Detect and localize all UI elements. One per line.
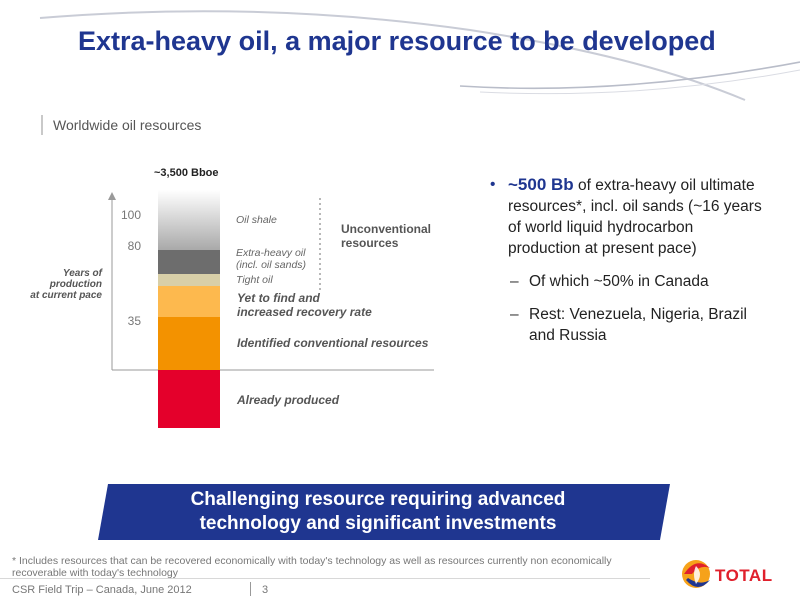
label-yet-to-find-1: Yet to find and bbox=[237, 291, 321, 305]
tick-80: 80 bbox=[128, 239, 142, 253]
banner-line-1: Challenging resource requiring advanced bbox=[190, 489, 566, 510]
label-already-produced: Already produced bbox=[236, 393, 340, 407]
y-axis-arrow bbox=[108, 192, 116, 200]
bar-already-produced bbox=[158, 370, 220, 428]
page-number: 3 bbox=[262, 584, 269, 596]
dash-icon: – bbox=[510, 273, 519, 290]
sub-bullet-text: Of which ~50% in Canada bbox=[529, 273, 709, 290]
label-yet-to-find-2: increased recovery rate bbox=[237, 305, 372, 319]
y-axis-label-1: Years of bbox=[63, 268, 104, 279]
bar-oil-shale bbox=[158, 190, 220, 250]
conclusion-banner bbox=[98, 484, 670, 540]
dash-icon: – bbox=[510, 306, 519, 323]
label-unconventional-2: resources bbox=[341, 236, 399, 250]
resources-chart: ~3,500 Bboe Years of production at curre… bbox=[30, 167, 434, 428]
label-identified: Identified conventional resources bbox=[237, 336, 429, 350]
section-marker bbox=[41, 115, 43, 135]
bar-total-label: ~3,500 Bboe bbox=[154, 167, 219, 179]
bullet-main-text: of extra-heavy oil ultimate resources*, … bbox=[508, 177, 762, 257]
total-logo bbox=[682, 560, 710, 588]
logo-text: TOTAL bbox=[715, 566, 773, 585]
sub-bullet-rest: – Rest: Venezuela, Nigeria, Brazil and R… bbox=[488, 304, 768, 346]
header-swoosh bbox=[0, 0, 800, 101]
bullet-highlight: ~500 Bb bbox=[508, 175, 574, 194]
y-axis-label-3: at current pace bbox=[30, 290, 102, 301]
bullet-dot-icon: • bbox=[490, 176, 496, 193]
section-title: Worldwide oil resources bbox=[53, 117, 202, 133]
bar-yet-to-find bbox=[158, 286, 220, 317]
bullet-list: • ~500 Bb of extra-heavy oil ultimate re… bbox=[488, 174, 768, 346]
label-extra-heavy-2: (incl. oil sands) bbox=[236, 259, 306, 271]
footnote: * Includes resources that can be recover… bbox=[12, 555, 612, 579]
footer-event: CSR Field Trip – Canada, June 2012 bbox=[12, 584, 192, 596]
label-extra-heavy-1: Extra-heavy oil bbox=[236, 247, 306, 259]
tick-100: 100 bbox=[121, 208, 141, 222]
bar-identified bbox=[158, 317, 220, 370]
banner-text: Challenging resource requiring advanced … bbox=[118, 488, 638, 536]
bar-tight-oil bbox=[158, 274, 220, 286]
label-tight-oil: Tight oil bbox=[236, 274, 273, 286]
sub-bullet-canada: – Of which ~50% in Canada bbox=[488, 271, 768, 292]
bar-extra-heavy bbox=[158, 250, 220, 274]
sub-bullet-text: Rest: Venezuela, Nigeria, Brazil and Rus… bbox=[529, 306, 747, 344]
label-oil-shale: Oil shale bbox=[236, 214, 277, 226]
y-axis-label-2: production bbox=[49, 279, 102, 290]
tick-35: 35 bbox=[128, 314, 142, 328]
banner-line-2: technology and significant investments bbox=[199, 513, 557, 534]
footer-divider bbox=[0, 578, 650, 579]
label-unconventional-1: Unconventional bbox=[341, 222, 431, 236]
slide-title: Extra-heavy oil, a major resource to be … bbox=[78, 26, 716, 56]
bullet-main: • ~500 Bb of extra-heavy oil ultimate re… bbox=[488, 174, 768, 259]
footer-separator bbox=[250, 582, 251, 596]
